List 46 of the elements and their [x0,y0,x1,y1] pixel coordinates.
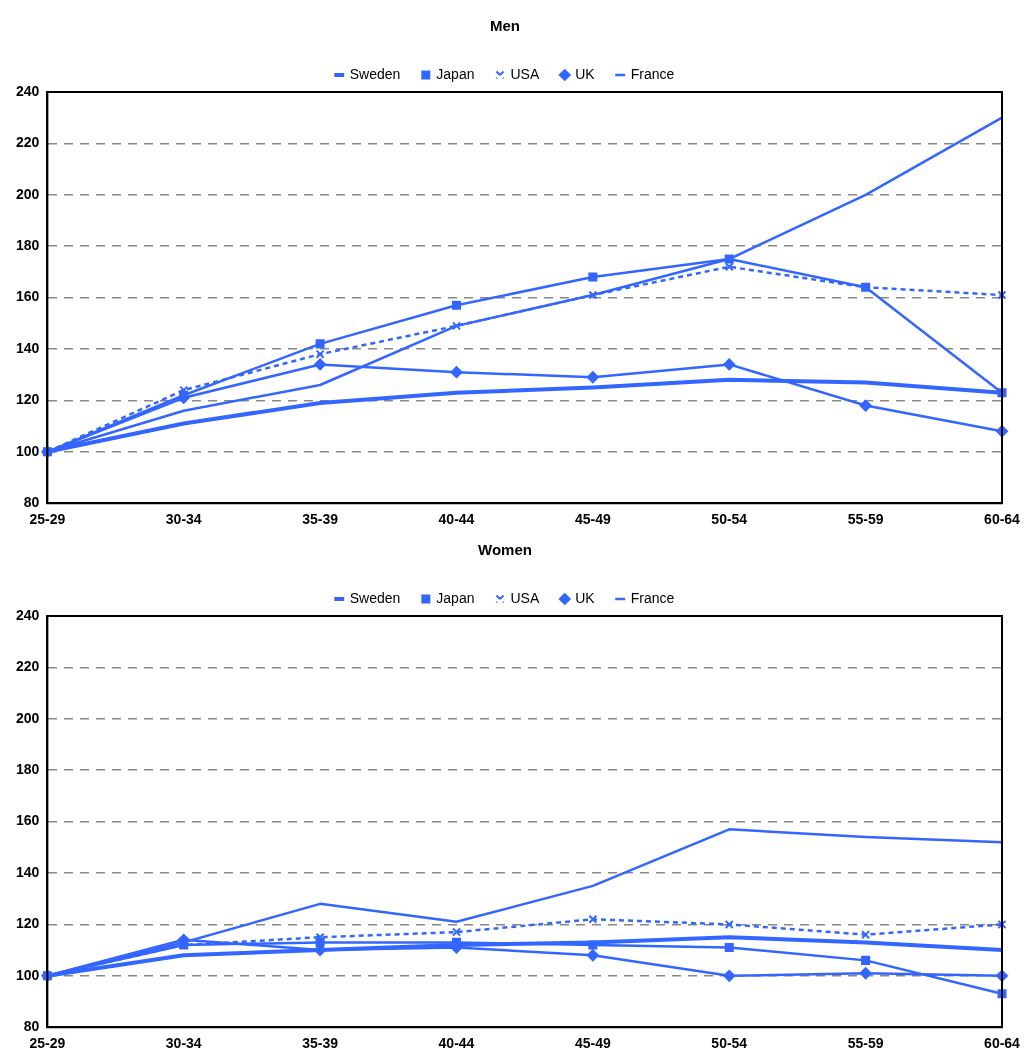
x-tick-label: 25-29 [29,1035,66,1052]
legend-label: Japan [436,65,475,82]
legend-label: UK [575,589,596,606]
y-tick-label: 240 [16,82,40,99]
x-tick-label: 60-64 [984,511,1021,528]
x-tick-label: 40-44 [438,1035,475,1052]
x-tick-label: 55-59 [847,1035,884,1052]
y-tick-label: 200 [16,709,40,726]
x-tick-label: 35-39 [302,511,339,528]
legend-label: USA [510,589,540,606]
y-tick-label: 220 [16,134,40,151]
x-tick-label: 60-64 [984,1035,1021,1052]
y-tick-label: 240 [16,606,40,623]
legend-label: UK [575,65,596,82]
x-tick-label: 45-49 [574,511,611,528]
chart-title: Men [490,17,520,35]
x-tick-label: 50-54 [711,511,748,528]
y-tick-label: 100 [16,966,40,983]
x-tick-label: 40-44 [438,511,475,528]
y-tick-label: 200 [16,185,40,202]
y-tick-label: 120 [16,915,40,932]
legend-label: Sweden [349,65,401,82]
y-tick-label: 220 [16,658,40,675]
chart-title: Women [478,541,532,559]
y-tick-label: 120 [16,391,40,408]
x-tick-label: 50-54 [711,1035,748,1052]
y-tick-label: 80 [23,1018,40,1035]
legend-label: France [630,589,675,606]
x-tick-label: 25-29 [29,511,66,528]
y-tick-label: 180 [16,761,40,778]
y-tick-label: 140 [16,339,40,356]
x-tick-label: 30-34 [165,511,202,528]
legend-label: Japan [436,589,475,606]
legend-label: Sweden [349,589,401,606]
x-tick-label: 35-39 [302,1035,339,1052]
y-tick-label: 180 [16,237,40,254]
y-tick-label: 80 [23,494,40,511]
x-tick-label: 45-49 [574,1035,611,1052]
legend-label: USA [510,65,540,82]
y-tick-label: 160 [16,812,40,829]
x-tick-label: 30-34 [165,1035,202,1052]
x-tick-label: 55-59 [847,511,884,528]
y-tick-label: 140 [16,863,40,880]
legend-label: France [630,65,675,82]
y-tick-label: 160 [16,288,40,305]
y-tick-label: 100 [16,442,40,459]
